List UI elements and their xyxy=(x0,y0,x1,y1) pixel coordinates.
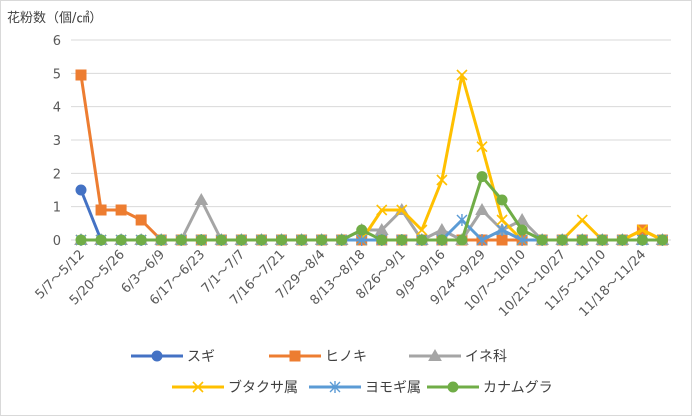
y-tick-label: 4 xyxy=(53,101,61,116)
data-point xyxy=(436,234,448,246)
data-point xyxy=(656,234,668,246)
data-point xyxy=(75,184,87,196)
data-point xyxy=(475,202,489,215)
data-point xyxy=(456,69,468,81)
data-point xyxy=(428,348,442,361)
data-point xyxy=(496,194,508,206)
data-point xyxy=(376,204,388,216)
legend-item: ブタクサ属 xyxy=(172,379,298,396)
series-line xyxy=(79,73,664,242)
y-tick-label: 3 xyxy=(53,134,61,149)
legend-item: スギ xyxy=(131,349,215,365)
data-point xyxy=(195,234,207,246)
data-point xyxy=(516,234,528,246)
data-point xyxy=(75,234,87,246)
legend-item: イネ科 xyxy=(409,348,507,365)
data-point xyxy=(636,234,648,246)
legend-item: ヨモギ属 xyxy=(309,380,421,396)
legend-label: ヨモギ属 xyxy=(365,380,421,396)
data-point xyxy=(476,141,488,153)
y-tick-label: 6 xyxy=(53,34,61,49)
y-tick-label: 1 xyxy=(53,201,61,216)
data-point xyxy=(296,234,308,246)
data-point xyxy=(235,234,247,246)
data-point xyxy=(376,234,388,246)
data-point xyxy=(576,234,588,246)
y-axis-title: 花粉数（個/㎠） xyxy=(7,10,102,26)
data-point xyxy=(536,234,548,246)
series-4 xyxy=(75,69,669,246)
legend-label: ヒノキ xyxy=(325,349,367,365)
data-point xyxy=(636,224,648,236)
y-tick-label: 0 xyxy=(53,234,61,249)
data-point xyxy=(316,234,328,246)
legend-label: ブタクサ属 xyxy=(228,379,298,396)
data-point xyxy=(115,234,127,246)
data-point xyxy=(435,222,449,235)
legend-item: ヒノキ xyxy=(269,349,367,365)
data-point xyxy=(95,204,107,216)
series-line xyxy=(79,73,664,242)
data-point xyxy=(192,381,204,393)
legend-item: カナムグラ xyxy=(427,380,553,396)
data-point xyxy=(329,381,341,393)
series-6 xyxy=(75,171,668,246)
x-tick-labels: 5/7～5/125/20～5/266/3～6/96/17～6/237/1～7/7… xyxy=(33,247,650,320)
data-point xyxy=(396,234,408,246)
data-point xyxy=(496,224,508,236)
gridlines xyxy=(71,39,671,241)
data-point xyxy=(356,234,368,246)
data-point xyxy=(396,204,408,216)
data-point xyxy=(496,214,508,226)
legend-label: イネ科 xyxy=(465,349,507,365)
data-point xyxy=(95,234,107,246)
data-point xyxy=(616,234,628,246)
data-point xyxy=(255,234,267,246)
data-point xyxy=(175,234,187,246)
data-point xyxy=(75,69,87,81)
data-point xyxy=(135,214,147,226)
series-2 xyxy=(75,69,668,246)
data-point xyxy=(151,350,163,362)
series-line xyxy=(79,188,664,242)
data-point xyxy=(289,350,301,362)
legend-label: カナムグラ xyxy=(483,380,553,396)
data-point xyxy=(576,214,588,226)
data-point xyxy=(447,381,459,393)
data-point xyxy=(194,192,209,205)
data-point xyxy=(516,224,528,236)
legend-label: スギ xyxy=(187,349,215,365)
data-point xyxy=(436,174,448,186)
series-lines xyxy=(74,69,670,246)
data-point xyxy=(416,224,428,236)
data-point xyxy=(215,234,227,246)
data-point xyxy=(496,234,508,246)
data-point xyxy=(356,224,368,236)
data-point xyxy=(155,234,167,246)
data-point xyxy=(596,234,608,246)
data-point xyxy=(456,214,468,226)
data-point xyxy=(556,234,568,246)
y-tick-labels: 0 1 2 3 4 5 6 xyxy=(53,34,61,249)
data-point xyxy=(456,234,468,246)
data-point xyxy=(476,234,488,246)
y-tick-label: 2 xyxy=(53,167,61,182)
data-point xyxy=(135,234,147,246)
data-point xyxy=(276,234,287,246)
y-tick-label: 5 xyxy=(53,67,61,82)
data-point xyxy=(416,234,428,246)
data-point xyxy=(115,204,127,216)
data-point xyxy=(476,171,488,183)
data-point xyxy=(336,234,348,246)
